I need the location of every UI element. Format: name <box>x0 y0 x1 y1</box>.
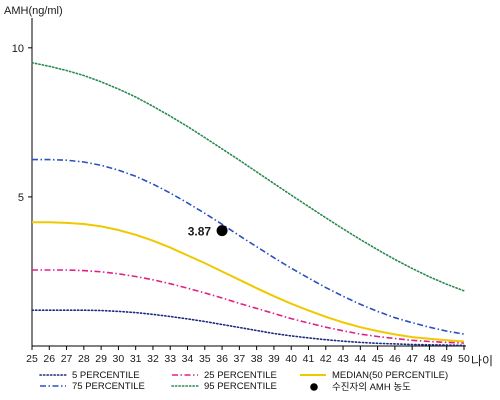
x-tick-label: 25 <box>26 353 38 365</box>
x-tick-label: 35 <box>199 353 211 365</box>
x-axis-label: 나이 <box>471 354 493 368</box>
x-tick-label: 26 <box>43 353 55 365</box>
x-tick-label: 31 <box>130 353 142 365</box>
patient-amh-value-label: 3.87 <box>188 225 212 239</box>
legend-label-25-percentile: 25 PERCENTILE <box>204 370 277 381</box>
series-line-95-percentile <box>31 61 465 292</box>
x-tick-label: 39 <box>268 353 280 365</box>
series-line-75-percentile <box>32 158 465 335</box>
y-tick-label: 5 <box>18 192 24 204</box>
x-tick-label: 43 <box>337 353 349 365</box>
x-tick-label: 38 <box>251 353 263 365</box>
x-tick-label: 33 <box>164 353 176 365</box>
marker-group: 3.87 <box>188 225 228 239</box>
x-tick-label: 47 <box>406 353 418 365</box>
y-ticks: 5 10 <box>12 43 32 204</box>
y-axis-label: AMH(ng/ml) <box>4 5 63 17</box>
x-tick-label: 28 <box>78 353 90 365</box>
series-line-25-percentile <box>32 269 465 344</box>
x-tick-label: 32 <box>147 353 159 365</box>
x-tick-label: 36 <box>216 353 228 365</box>
legend-label-median-50-percentile: MEDIAN(50 PERCENTILE) <box>332 370 448 381</box>
x-tick-label: 40 <box>285 353 297 365</box>
legend-label-95-percentile: 95 PERCENTILE <box>204 381 277 392</box>
x-tick-label: 50 <box>458 353 470 365</box>
x-tick-label: 34 <box>182 353 194 365</box>
legend: 5 PERCENTILE 25 PERCENTILE MEDIAN(50 PERCE… <box>39 370 448 393</box>
chart-axes: AMH(ng/ml) 나이 <box>4 5 493 368</box>
x-tick-label: 46 <box>389 353 401 365</box>
legend-marker-dot <box>310 383 318 391</box>
x-tick-label: 49 <box>441 353 453 365</box>
legend-label-75-percentile: 75 PERCENTILE <box>72 381 145 392</box>
x-tick-label: 27 <box>61 353 73 365</box>
legend-label-patient-amh: 수진자의 AMH 농도 <box>332 382 411 393</box>
x-tick-label: 29 <box>95 353 107 365</box>
x-tick-label: 41 <box>303 353 315 365</box>
x-ticks: 25 26 27 28 29 30 31 32 33 34 35 36 37 38 39 40 41 42 43 44… <box>26 346 470 365</box>
y-tick-label: 10 <box>12 43 24 55</box>
series-line-median-50-percentile <box>32 221 465 343</box>
x-tick-label: 42 <box>320 353 332 365</box>
x-tick-label: 44 <box>354 353 366 365</box>
series-line-5-percentile <box>31 309 465 347</box>
x-tick-label: 48 <box>424 353 436 365</box>
series-lines <box>31 61 465 347</box>
x-tick-label: 45 <box>372 353 384 365</box>
x-tick-label: 30 <box>113 353 125 365</box>
legend-label-5-percentile: 5 PERCENTILE <box>72 370 140 381</box>
x-tick-label: 37 <box>234 353 246 365</box>
patient-amh-marker <box>216 225 228 237</box>
